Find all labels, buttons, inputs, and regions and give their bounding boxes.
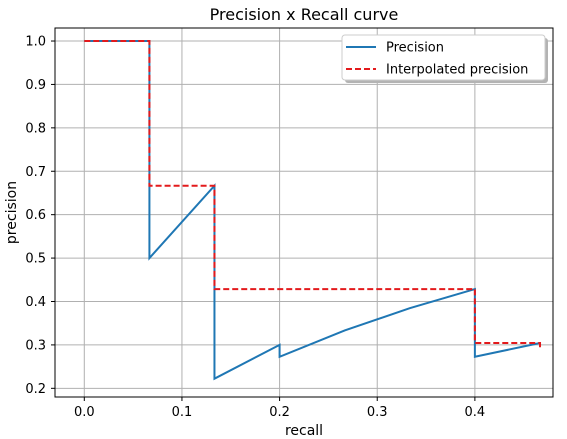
x-tick-label: 0.1: [172, 405, 193, 420]
y-tick-label: 0.9: [25, 78, 46, 93]
y-tick-label: 0.4: [25, 295, 46, 310]
y-tick-label: 0.5: [25, 252, 46, 267]
y-tick-label: 0.2: [25, 382, 46, 397]
y-axis-label: precision: [4, 181, 20, 244]
x-tick-label: 0.0: [74, 405, 95, 420]
y-tick-label: 0.6: [25, 208, 46, 223]
x-tick-label: 0.3: [367, 405, 388, 420]
y-tick-label: 0.3: [25, 338, 46, 353]
plot-frame: [54, 27, 554, 398]
chart-title: Precision x Recall curve: [210, 5, 399, 24]
legend-label-interpolated-precision: Interpolated precision: [386, 63, 528, 78]
legend-label-precision: Precision: [386, 41, 444, 56]
y-tick-label: 0.8: [25, 121, 46, 136]
grid: [55, 28, 553, 397]
series-line-interpolated-precision: [84, 40, 542, 349]
y-tick-label: 1.0: [25, 35, 46, 50]
legend-box: [341, 34, 546, 81]
x-axis-label: recall: [285, 423, 323, 439]
series-lines: [84, 40, 542, 381]
x-tick-label: 0.4: [465, 405, 486, 420]
axis-ticks: 0.0 0.1 0.2 0.3 0.4 0.2 0.3 0.4 0.5 0.6 0.7 0.8 0.9 1…: [25, 35, 485, 420]
legend: Precision Interpolated precision: [341, 34, 548, 83]
y-tick-label: 0.7: [25, 165, 46, 180]
x-tick-label: 0.2: [269, 405, 290, 420]
